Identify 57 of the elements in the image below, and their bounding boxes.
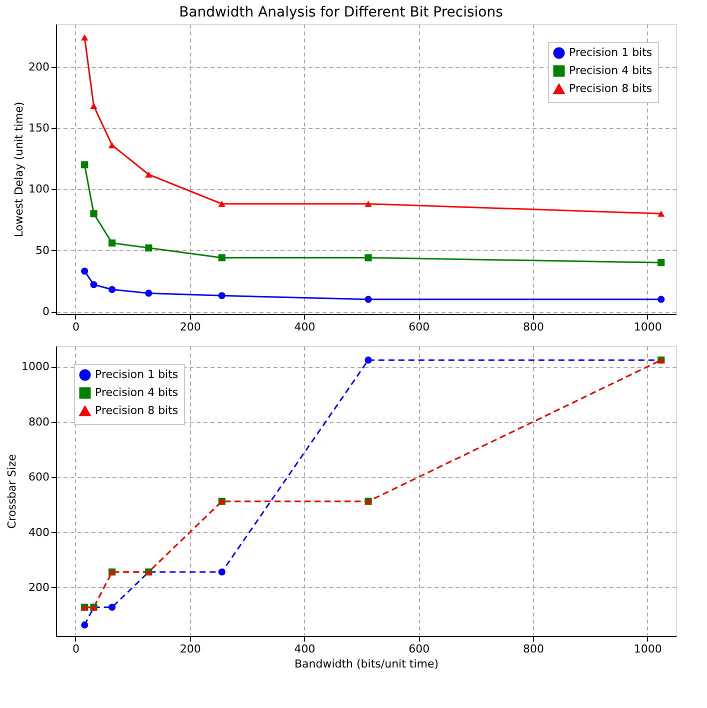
y-tick-label: 800 (28, 415, 50, 428)
x-tick-label: 800 (523, 642, 544, 656)
y-axis-title: Crossbar Size (6, 454, 19, 529)
point (108, 286, 116, 294)
point (108, 604, 116, 611)
point (90, 102, 98, 110)
legend-label: Precision 4 bits (569, 64, 652, 77)
point (364, 254, 372, 262)
point (108, 239, 116, 247)
point (218, 568, 226, 576)
x-axis-title: Bandwidth (bits/unit time) (294, 658, 439, 670)
point (364, 356, 372, 364)
y-tick-label: 1000 (22, 360, 50, 374)
chart-title: Bandwidth Analysis for Different Bit Precisions (179, 4, 503, 20)
y-tick-label: 600 (28, 470, 50, 484)
legend-label: Precision 8 bits (569, 82, 652, 95)
point (90, 210, 98, 218)
x-tick-label: 200 (180, 320, 201, 334)
y-tick-label: 50 (36, 244, 50, 257)
x-tick-label: 400 (294, 320, 316, 334)
point (145, 290, 152, 297)
point (81, 161, 88, 168)
y-tick-label: 200 (28, 60, 50, 74)
y-tick-label: 150 (28, 122, 50, 135)
point (364, 296, 372, 303)
point (658, 210, 665, 217)
x-tick-label: 1000 (634, 642, 662, 656)
y-axis-title: Lowest Delay (unit time) (12, 102, 26, 238)
point (145, 244, 152, 252)
point (658, 296, 665, 303)
x-tick-label: 400 (294, 642, 316, 656)
y-tick-label: 200 (28, 580, 50, 594)
point (218, 254, 226, 262)
point (218, 292, 226, 300)
point (81, 268, 88, 275)
point (145, 171, 152, 178)
point (364, 200, 372, 207)
legend-label: Precision 4 bits (95, 386, 178, 399)
x-tick-label: 200 (180, 642, 201, 656)
x-tick-label: 0 (72, 642, 80, 656)
point (218, 200, 226, 207)
y-tick-label: 400 (28, 526, 50, 539)
point (90, 281, 98, 288)
x-tick-label: 1000 (634, 320, 662, 334)
legend-label: Precision 8 bits (95, 404, 178, 417)
y-tick-label: 100 (28, 182, 50, 196)
y-tick-label: 0 (42, 305, 50, 318)
point (658, 259, 665, 266)
x-tick-label: 800 (523, 320, 544, 334)
point (81, 621, 88, 628)
point (81, 34, 88, 41)
x-tick-label: 600 (408, 642, 430, 656)
legend-label: Precision 1 bits (569, 46, 652, 59)
legend-label: Precision 1 bits (95, 368, 178, 381)
x-tick-label: 0 (72, 320, 80, 334)
point (108, 142, 116, 148)
x-tick-label: 600 (408, 320, 430, 334)
